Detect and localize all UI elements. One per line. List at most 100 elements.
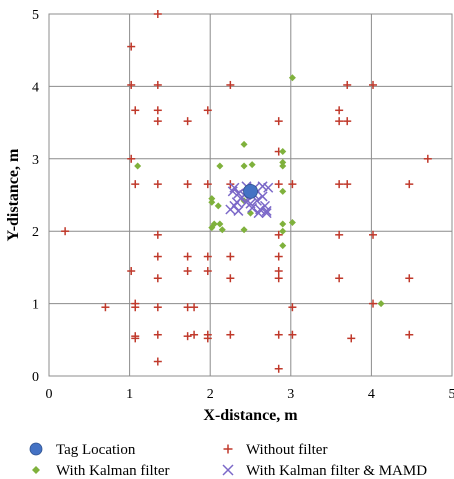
data-point — [153, 117, 162, 126]
data-point — [190, 330, 199, 339]
data-point — [183, 180, 192, 189]
data-point — [274, 252, 283, 261]
data-point — [279, 187, 287, 195]
x-axis-tick-labels: 0 1 2 3 4 5 — [46, 387, 454, 402]
data-point — [131, 180, 140, 189]
data-point — [335, 106, 344, 115]
data-point — [227, 186, 238, 197]
data-point — [233, 205, 244, 216]
data-point — [226, 274, 235, 283]
data-point — [369, 299, 378, 308]
y-tick-label: 3 — [32, 153, 39, 168]
data-point — [335, 117, 344, 126]
data-point — [101, 303, 110, 312]
data-point — [208, 198, 216, 206]
data-point — [229, 182, 240, 193]
data-point — [153, 230, 162, 239]
data-point — [288, 303, 297, 312]
series-1 — [243, 183, 258, 199]
data-point — [369, 230, 378, 239]
data-point — [61, 227, 70, 236]
series-3 — [134, 74, 385, 308]
data-marks — [61, 10, 432, 373]
data-point — [405, 330, 414, 339]
data-point — [183, 117, 192, 126]
data-point — [274, 180, 283, 189]
data-point — [127, 42, 136, 51]
data-point — [343, 117, 352, 126]
data-point — [405, 180, 414, 189]
data-point — [279, 227, 287, 235]
data-point — [218, 226, 226, 234]
data-point — [226, 252, 235, 261]
data-point — [216, 220, 224, 228]
data-point — [226, 330, 235, 339]
data-point — [226, 80, 235, 89]
data-point — [183, 252, 192, 261]
plot-area-frame — [48, 13, 453, 377]
data-point — [347, 334, 356, 343]
data-point — [153, 106, 162, 115]
data-point — [274, 267, 283, 276]
legend: Tag Location Without filter With Kalman fi… — [29, 442, 427, 479]
data-point — [274, 364, 283, 373]
data-point — [153, 180, 162, 189]
y-tick-label: 1 — [32, 298, 39, 313]
data-point — [240, 162, 248, 170]
data-point — [335, 180, 344, 189]
y-tick-label: 2 — [32, 225, 39, 240]
data-point — [203, 180, 212, 189]
series-4 — [225, 181, 274, 219]
data-point — [243, 183, 258, 199]
legend-label: Without filter — [246, 442, 327, 458]
data-point — [240, 226, 248, 234]
data-point — [288, 330, 297, 339]
legend-item: With Kalman filter — [32, 463, 170, 479]
data-point — [153, 274, 162, 283]
data-point — [369, 80, 378, 89]
data-point — [127, 154, 136, 163]
data-point — [279, 162, 287, 170]
data-point — [131, 303, 140, 312]
data-point — [335, 274, 344, 283]
data-point — [405, 274, 414, 283]
data-point — [257, 191, 268, 202]
x-tick-label: 2 — [207, 387, 214, 402]
legend-marker — [223, 444, 233, 454]
data-point — [233, 188, 244, 199]
data-point — [131, 334, 140, 343]
series-2 — [61, 10, 432, 373]
x-tick-label: 3 — [287, 387, 294, 402]
data-point — [274, 230, 283, 239]
data-point — [208, 195, 216, 203]
data-point — [153, 252, 162, 261]
data-point — [288, 180, 297, 189]
data-point — [203, 106, 212, 115]
legend-marker — [32, 466, 40, 474]
data-point — [343, 180, 352, 189]
legend-label: With Kalman filter & MAMD — [246, 463, 427, 479]
data-point — [279, 242, 287, 250]
data-point — [343, 80, 352, 89]
data-point — [274, 274, 283, 283]
y-axis-tick-labels: 0 1 2 3 4 5 — [32, 8, 39, 385]
data-point — [153, 10, 162, 18]
data-point — [183, 332, 192, 341]
data-point — [208, 224, 216, 232]
x-tick-label: 0 — [46, 387, 53, 402]
data-point — [248, 161, 256, 169]
data-point — [134, 162, 142, 170]
data-point — [131, 106, 140, 115]
y-tick-label: 5 — [32, 8, 39, 23]
data-point — [153, 330, 162, 339]
data-point — [127, 267, 136, 276]
data-point — [240, 140, 248, 148]
data-point — [335, 230, 344, 239]
data-point — [216, 162, 224, 170]
data-point — [203, 252, 212, 261]
legend-marker — [222, 464, 234, 476]
data-point — [257, 181, 268, 192]
data-point — [214, 202, 222, 210]
data-point — [153, 303, 162, 312]
